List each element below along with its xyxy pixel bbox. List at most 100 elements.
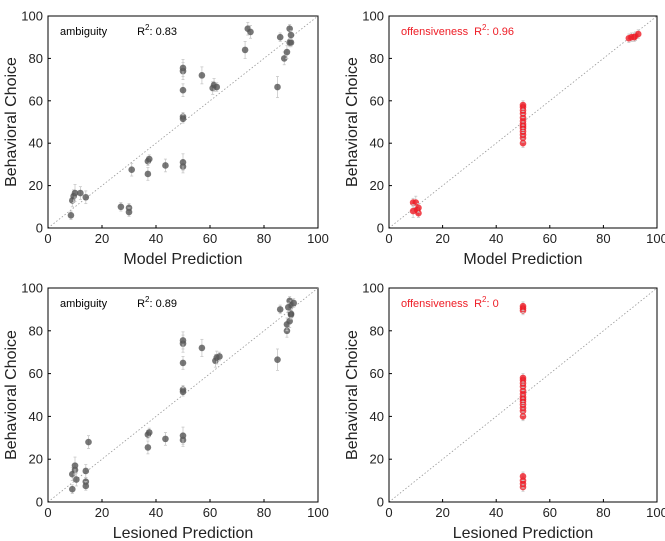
data-point [630, 33, 638, 41]
x-tick-label: 0 [385, 231, 392, 246]
data-point [276, 33, 284, 41]
y-tick-label: 0 [377, 221, 384, 236]
y-tick-label: 40 [29, 409, 43, 424]
data-point [216, 353, 223, 360]
r2-symbol: R [474, 298, 482, 310]
r2-value: : 0.83 [149, 26, 177, 38]
x-tick-label: 60 [543, 231, 557, 246]
data-point [198, 72, 206, 79]
data-point [519, 374, 527, 382]
data-point [125, 208, 133, 216]
y-tick-label: 100 [21, 281, 43, 296]
x-tick-label: 20 [95, 505, 109, 520]
x-axis-title: Lesioned Prediction [453, 525, 594, 541]
x-tick-label: 40 [489, 505, 503, 520]
y-tick-label: 80 [370, 51, 384, 66]
x-tick-label: 20 [435, 505, 449, 520]
data-point [73, 476, 80, 483]
x-tick-label: 20 [435, 231, 449, 246]
data-point [144, 170, 152, 178]
data-point [519, 413, 527, 420]
panel-annotation: ambiguity R2: 0.83 [60, 23, 177, 38]
y-tick-label: 0 [36, 221, 43, 236]
data-point [415, 209, 422, 217]
x-tick-label: 60 [203, 231, 217, 246]
x-tick-label: 20 [95, 231, 109, 246]
y-axis-title: Behavioral Choice [344, 57, 361, 187]
data-point [67, 211, 75, 219]
scatter-panel-4: 0 20 40 60 80 100 0 20 40 60 80 100 Lesioned Predict… [344, 281, 665, 541]
condition-label: ambiguity [60, 26, 108, 38]
r2-superscript: 2 [482, 23, 487, 32]
identity-line [388, 287, 658, 503]
y-tick-label: 40 [29, 136, 43, 151]
data-point [280, 55, 288, 62]
data-point [117, 203, 125, 211]
r2-symbol: R [474, 26, 482, 38]
data-point [179, 388, 187, 396]
r2-value: : 0 [486, 298, 498, 310]
panel-annotation: offensiveness R2: 0 [401, 295, 499, 310]
data-point [283, 48, 291, 56]
condition-label: ambiguity [60, 298, 108, 310]
x-tick-label: 40 [149, 505, 163, 520]
data-point [241, 46, 249, 54]
data-point [519, 473, 527, 480]
panel-annotation: ambiguity R2: 0.89 [60, 295, 177, 310]
data-point [162, 435, 169, 443]
scatter-panel-1: 0 20 40 60 80 100 0 20 40 60 80 100 Model Prediction… [3, 9, 329, 269]
scatter-panel-3: 0 20 40 60 80 100 0 20 40 60 80 100 Lesioned Predict… [3, 281, 329, 541]
r2-symbol: R [137, 298, 145, 310]
data-point [519, 302, 527, 310]
data-point [179, 158, 187, 166]
condition-label: offensiveness [401, 26, 469, 38]
data-point [213, 83, 221, 91]
y-tick-label: 80 [29, 323, 43, 338]
y-tick-label: 60 [370, 366, 384, 381]
y-tick-label: 100 [362, 9, 384, 24]
y-axis-title: Behavioral Choice [3, 57, 20, 187]
x-tick-label: 60 [543, 505, 557, 520]
data-point [274, 356, 281, 363]
x-tick-label: 100 [307, 231, 329, 246]
y-tick-label: 80 [370, 323, 384, 338]
data-point [274, 83, 281, 91]
x-tick-label: 0 [44, 505, 51, 520]
data-point [290, 299, 298, 307]
x-tick-label: 100 [307, 505, 329, 520]
data-point [287, 310, 295, 317]
x-tick-label: 80 [257, 505, 271, 520]
data-point [82, 482, 90, 490]
data-point [82, 193, 90, 201]
y-tick-label: 40 [370, 409, 384, 424]
x-tick-label: 80 [596, 231, 610, 246]
y-tick-label: 100 [362, 281, 384, 296]
data-point [145, 429, 153, 436]
data-point [286, 317, 293, 325]
data-point [287, 31, 295, 39]
x-tick-label: 80 [257, 231, 271, 246]
data-point [85, 438, 92, 446]
x-axis-title: Lesioned Prediction [113, 525, 254, 541]
data-point [69, 485, 76, 493]
identity-line [388, 15, 658, 229]
y-tick-label: 20 [29, 178, 43, 193]
data-point [71, 462, 79, 469]
data-point [519, 139, 527, 147]
y-tick-label: 80 [29, 51, 43, 66]
data-point [412, 199, 420, 206]
data-point [286, 25, 293, 33]
data-point [276, 306, 284, 313]
r2-value: : 0.96 [486, 26, 514, 38]
y-tick-label: 0 [36, 495, 43, 510]
data-point [128, 166, 135, 173]
x-tick-label: 100 [646, 231, 665, 246]
x-tick-label: 80 [596, 505, 610, 520]
y-tick-label: 60 [29, 93, 43, 108]
data-point [179, 432, 187, 439]
x-tick-label: 100 [646, 505, 665, 520]
y-axis-title: Behavioral Choice [3, 330, 20, 460]
axes-frame [388, 15, 658, 229]
y-tick-label: 20 [370, 178, 384, 193]
